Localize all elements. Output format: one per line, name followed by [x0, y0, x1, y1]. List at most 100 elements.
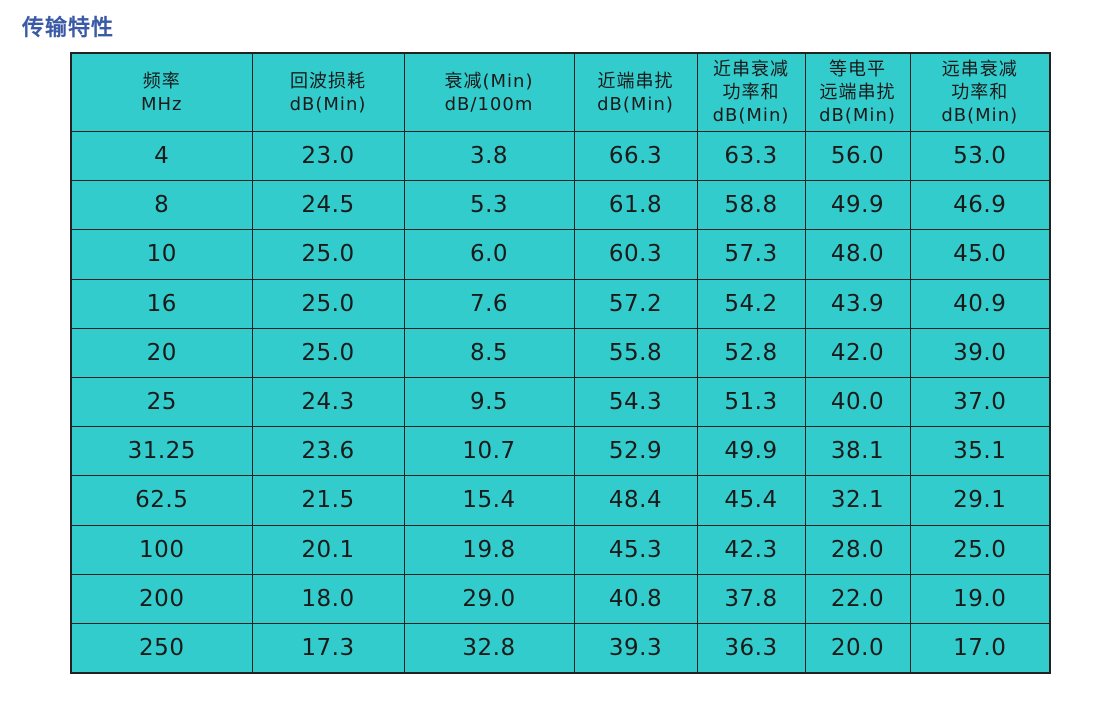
table-cell: 36.3	[696, 622, 806, 674]
page-title: 传输特性	[22, 15, 115, 41]
column-header-line: 近端串扰	[597, 70, 674, 92]
table-cell: 10.7	[403, 426, 575, 477]
table-cell: 29.0	[403, 573, 575, 624]
table-cell: 18.0	[251, 573, 405, 624]
table-cell: 16	[70, 278, 253, 329]
table-cell: 58.8	[696, 180, 806, 231]
table-cell: 53.0	[909, 130, 1051, 182]
table-cell: 45.3	[573, 524, 698, 575]
table-cell: 17.3	[251, 622, 405, 674]
column-header: 频率 MHz	[70, 52, 253, 132]
table-cell: 24.3	[251, 376, 405, 428]
table-cell: 43.9	[804, 278, 911, 329]
column-header-line: 近串衰减	[713, 59, 789, 80]
column-header-line: dB(Min)	[941, 105, 1019, 126]
table-cell: 21.5	[251, 475, 405, 526]
table-cell: 39.0	[909, 327, 1051, 378]
table-row: 10 25.0 6.0 60.3 57.3 48.0 45.0	[70, 229, 1051, 280]
table-row: 4 23.0 3.8 66.3 63.3 56.0 53.0	[70, 130, 1051, 182]
table-cell: 45.0	[909, 229, 1051, 280]
column-header-line: dB/100m	[444, 93, 534, 115]
table-cell: 49.9	[696, 426, 806, 477]
column-header-line: 远串衰减	[941, 59, 1018, 80]
table-cell: 38.1	[804, 426, 911, 477]
table-row: 8 24.5 5.3 61.8 58.8 49.9 46.9	[70, 180, 1051, 231]
table-cell: 22.0	[804, 573, 911, 624]
table-cell: 25.0	[251, 327, 405, 378]
table-cell: 52.8	[696, 327, 806, 378]
table-cell: 24.5	[251, 180, 405, 231]
table-cell: 15.4	[403, 475, 575, 526]
column-header: 近端串扰 dB(Min)	[573, 52, 698, 132]
table-cell: 25.0	[251, 278, 405, 329]
table-row: 100 20.1 19.8 45.3 42.3 28.0 25.0	[70, 524, 1051, 575]
table-cell: 55.8	[573, 327, 698, 378]
table-cell: 48.4	[573, 475, 698, 526]
column-header: 衰减(Min) dB/100m	[403, 52, 575, 132]
table-cell: 52.9	[573, 426, 698, 477]
table-cell: 54.2	[696, 278, 806, 329]
table-cell: 40.9	[909, 278, 1051, 329]
column-header-line: 功率和	[722, 82, 780, 103]
table-cell: 23.6	[251, 426, 405, 477]
table-cell: 57.2	[573, 278, 698, 329]
column-header: 近串衰减 功率和 dB(Min)	[696, 52, 806, 132]
table-cell: 19.0	[909, 573, 1051, 624]
table-cell: 8	[70, 180, 253, 231]
column-header-line: dB(Min)	[819, 105, 896, 126]
table-cell: 45.4	[696, 475, 806, 526]
table-cell: 49.9	[804, 180, 911, 231]
table-cell: 7.6	[403, 278, 575, 329]
table-cell: 48.0	[804, 229, 911, 280]
table-row: 16 25.0 7.6 57.2 54.2 43.9 40.9	[70, 278, 1051, 329]
table-cell: 19.8	[403, 524, 575, 575]
table-cell: 32.1	[804, 475, 911, 526]
table-cell: 66.3	[573, 130, 698, 182]
table-cell: 250	[70, 622, 253, 674]
table-cell: 9.5	[403, 376, 575, 428]
table-cell: 40.8	[573, 573, 698, 624]
column-header: 等电平 远端串扰 dB(Min)	[804, 52, 911, 132]
table-cell: 25.0	[909, 524, 1051, 575]
column-header-line: dB(Min)	[289, 93, 367, 115]
table-cell: 8.5	[403, 327, 575, 378]
table-cell: 39.3	[573, 622, 698, 674]
table-row: 62.5 21.5 15.4 48.4 45.4 32.1 29.1	[70, 475, 1051, 526]
table-cell: 17.0	[909, 622, 1051, 674]
table-cell: 32.8	[403, 622, 575, 674]
table-cell: 5.3	[403, 180, 575, 231]
table-cell: 42.3	[696, 524, 806, 575]
table-cell: 28.0	[804, 524, 911, 575]
table-cell: 31.25	[70, 426, 253, 477]
column-header-line: MHz	[140, 93, 183, 115]
column-header-line: 远端串扰	[819, 82, 896, 103]
table-cell: 20.0	[804, 622, 911, 674]
table-cell: 46.9	[909, 180, 1051, 231]
column-header-line: 衰减(Min)	[444, 70, 534, 92]
table-cell: 54.3	[573, 376, 698, 428]
table-cell: 25	[70, 376, 253, 428]
column-header-line: 等电平	[829, 59, 886, 80]
table-cell: 10	[70, 229, 253, 280]
table-cell: 200	[70, 573, 253, 624]
table-row: 25 24.3 9.5 54.3 51.3 40.0 37.0	[70, 376, 1051, 428]
column-header-line: dB(Min)	[597, 93, 674, 115]
table-cell: 51.3	[696, 376, 806, 428]
column-header: 远串衰减 功率和 dB(Min)	[909, 52, 1051, 132]
table-cell: 25.0	[251, 229, 405, 280]
table-cell: 57.3	[696, 229, 806, 280]
table-cell: 56.0	[804, 130, 911, 182]
column-header: 回波损耗 dB(Min)	[251, 52, 405, 132]
table-cell: 62.5	[70, 475, 253, 526]
table-cell: 29.1	[909, 475, 1051, 526]
table-cell: 23.0	[251, 130, 405, 182]
table-cell: 4	[70, 130, 253, 182]
column-header-line: dB(Min)	[712, 105, 790, 126]
table-cell: 20.1	[251, 524, 405, 575]
table-cell: 35.1	[909, 426, 1051, 477]
column-header-line: 回波损耗	[290, 70, 366, 92]
table-row: 20 25.0 8.5 55.8 52.8 42.0 39.0	[70, 327, 1051, 378]
table-cell: 20	[70, 327, 253, 378]
table-cell: 37.8	[696, 573, 806, 624]
table-cell: 42.0	[804, 327, 911, 378]
